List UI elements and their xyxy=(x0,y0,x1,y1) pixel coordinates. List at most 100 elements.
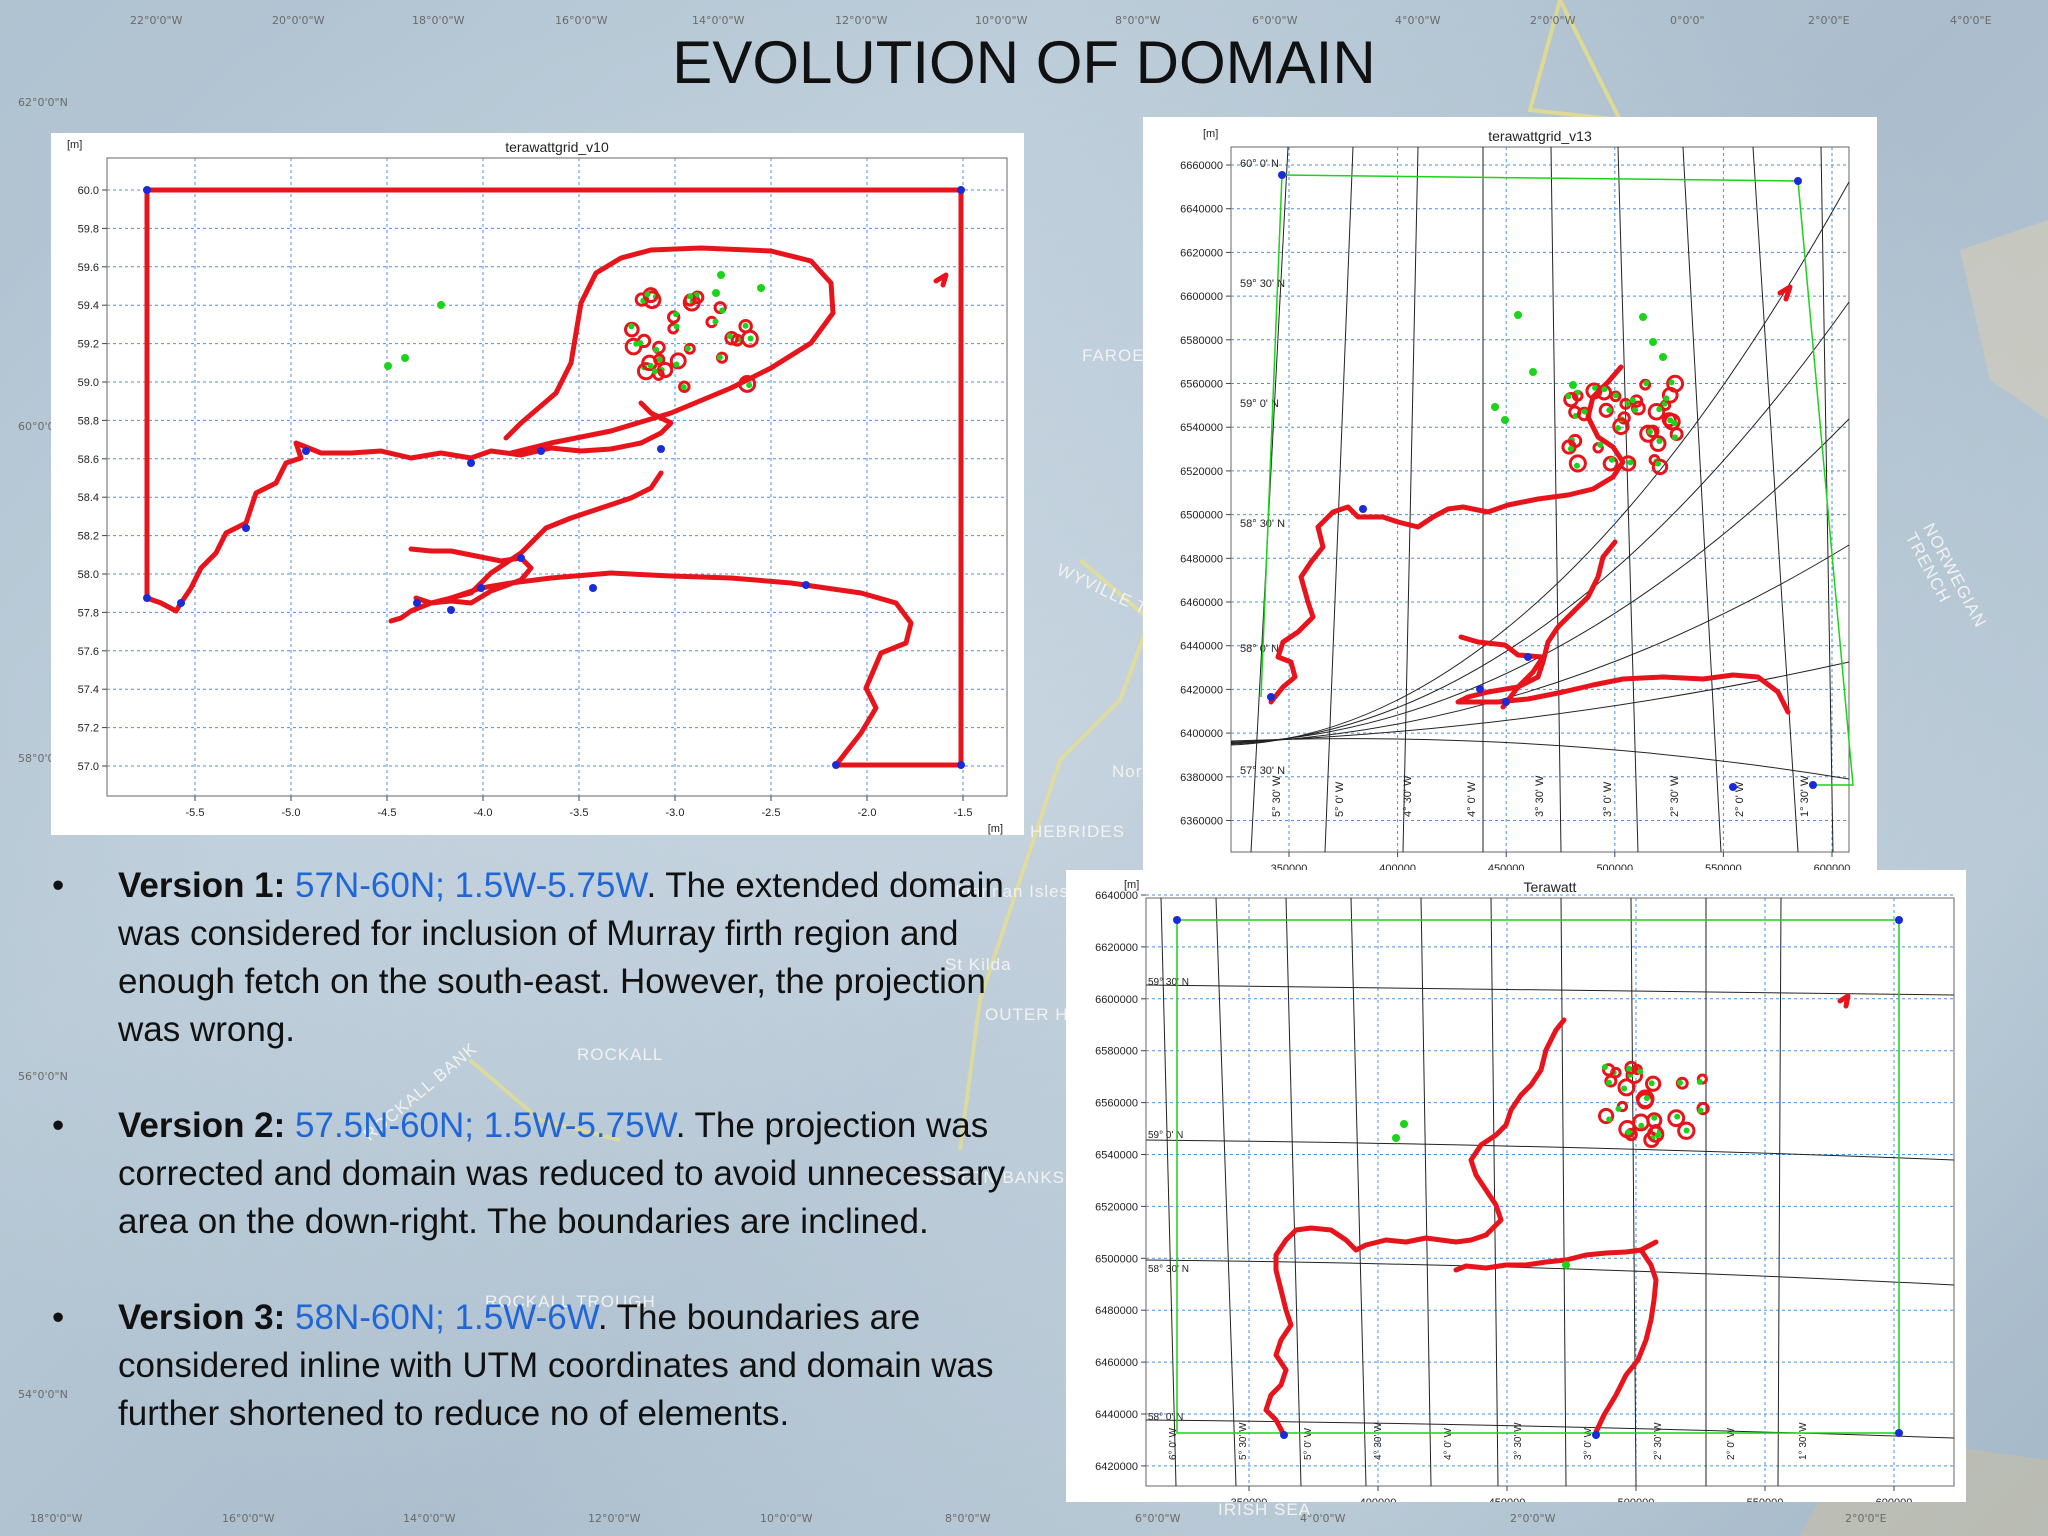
y-tick-label: 6500000 xyxy=(1180,510,1223,522)
island-node xyxy=(1656,406,1663,413)
bg-lon-label: 18°0'0"W xyxy=(30,1512,83,1525)
island-boundary xyxy=(1639,378,1652,391)
fair-isle xyxy=(1777,284,1793,302)
bg-lon-label: 16°0'0"W xyxy=(222,1512,275,1525)
island-node xyxy=(1632,406,1639,413)
lon-line xyxy=(1402,146,1419,853)
island-boundary xyxy=(652,368,665,381)
lat-label: 59° 30' N xyxy=(1148,977,1189,988)
y-tick-label: 6440000 xyxy=(1180,641,1223,653)
lon-line xyxy=(1420,897,1432,1487)
y-unit-label: [m] xyxy=(1124,879,1139,891)
lat-line xyxy=(1230,544,1850,744)
island-node xyxy=(1615,1105,1622,1112)
plot-title: Terawatt xyxy=(1524,879,1577,895)
boundary-node xyxy=(143,186,151,194)
y-tick-label: 6580000 xyxy=(1180,335,1223,347)
bullet-text: . The projection was corrected and domai… xyxy=(118,1106,1006,1241)
bg-lon-label: 4°0'0"W xyxy=(1300,1512,1346,1525)
bullet-text: . The boundaries are considered inline w… xyxy=(118,1298,994,1433)
island-boundary xyxy=(669,352,687,370)
lon-label: 3° 30' W xyxy=(1513,1422,1524,1460)
island-node xyxy=(1651,1114,1658,1121)
lat-label: 59° 0' N xyxy=(1148,1130,1183,1141)
island-boundary xyxy=(1568,454,1587,473)
boundary-node xyxy=(517,554,525,562)
y-tick-label: 6560000 xyxy=(1180,379,1223,391)
bg-lon-label: 12°0'0"W xyxy=(835,14,888,27)
lon-line xyxy=(1752,146,1799,853)
island-node xyxy=(1606,1116,1613,1123)
bullet-symbol: • xyxy=(52,1298,65,1337)
lat-line xyxy=(1230,301,1850,745)
lon-line xyxy=(1350,897,1367,1487)
island-boundary xyxy=(1667,1109,1686,1128)
bg-feature-label: IRISH SEA xyxy=(1218,1500,1312,1519)
boundary-node xyxy=(832,761,840,769)
lon-line xyxy=(1630,897,1637,1487)
y-tick-label: 6540000 xyxy=(1095,1150,1138,1162)
island-node xyxy=(747,335,754,342)
island-boundary xyxy=(1646,1112,1663,1129)
island-node xyxy=(712,318,719,325)
island-boundary xyxy=(642,287,659,304)
island-node xyxy=(687,293,694,300)
plot-terawatt: Terawatt[m][m]66400006620000660000065800… xyxy=(1066,870,1966,1502)
bullet-text: . The extended domain was considered for… xyxy=(118,866,1004,1049)
y-tick-label: 58.4 xyxy=(78,492,99,504)
plot-title: terawattgrid_v13 xyxy=(1488,128,1592,144)
island-boundary xyxy=(1696,1101,1710,1116)
boundary-node xyxy=(302,447,310,455)
lon-label: 2° 30' W xyxy=(1669,775,1681,817)
lon-label: 3° 0' W xyxy=(1602,781,1614,817)
island-node xyxy=(1629,397,1636,404)
bg-lon-label: 20°0'0"W xyxy=(272,14,325,27)
y-tick-label: 6380000 xyxy=(1180,772,1223,784)
y-tick-label: 6460000 xyxy=(1095,1357,1138,1369)
island-node xyxy=(1562,1261,1570,1269)
island-node xyxy=(1697,1107,1704,1114)
island-node xyxy=(1683,1127,1690,1134)
boundary-node xyxy=(1794,177,1802,185)
bg-lon-label: 10°0'0"W xyxy=(760,1512,813,1525)
island-boundary xyxy=(652,340,666,355)
lon-label: 1° 30' W xyxy=(1799,775,1811,817)
boundary-node xyxy=(1592,1431,1600,1439)
lon-line xyxy=(1682,146,1722,853)
boundary-node xyxy=(1895,916,1903,924)
boundary-node xyxy=(1524,653,1532,661)
bg-lon-label: 14°0'0"W xyxy=(692,14,745,27)
west-boundary xyxy=(144,187,184,614)
lon-label: 2° 0' W xyxy=(1734,781,1746,817)
y-tick-label: 6620000 xyxy=(1180,247,1223,259)
bg-lon-label: 2°0'0"W xyxy=(1510,1512,1556,1525)
coast-line xyxy=(1263,1225,1489,1438)
bullet-version-1: • Version 1: 57N-60N; 1.5W-5.75W. The ex… xyxy=(48,862,1028,1054)
outer-boundary xyxy=(144,187,964,768)
lat-label: 58° 0' N xyxy=(1240,643,1279,655)
y-tick-label: 6640000 xyxy=(1180,204,1223,216)
y-tick-label: 6480000 xyxy=(1180,553,1223,565)
boundary-node xyxy=(1809,781,1817,789)
y-tick-label: 59.4 xyxy=(78,300,99,312)
y-tick-label: 6580000 xyxy=(1095,1046,1138,1058)
island-boundary xyxy=(1612,417,1630,436)
boundary-node xyxy=(1729,783,1737,791)
lon-label: 3° 0' W xyxy=(1583,1427,1594,1460)
moray-coast xyxy=(1593,1247,1659,1435)
domain-boundary xyxy=(1281,174,1854,786)
island-node xyxy=(1573,462,1580,469)
boundary-node xyxy=(802,581,810,589)
inner-firth xyxy=(408,546,534,606)
island-node xyxy=(1638,1122,1645,1129)
x-tick-label: 400000 xyxy=(1379,863,1416,870)
lon-line xyxy=(1617,146,1639,853)
x-tick-label: 450000 xyxy=(1488,863,1525,870)
island-node xyxy=(1674,1113,1681,1120)
lat-label: 58° 0' N xyxy=(1148,1412,1183,1423)
bg-feature-label: St Kilda xyxy=(945,955,1012,974)
plot-v10-canvas: terawattgrid_v10 [m] [m] 60.0 59.8 59.6 59.4 59… xyxy=(67,139,1008,835)
island-node xyxy=(1663,395,1670,402)
island-boundary xyxy=(1624,1060,1639,1075)
island-boundary xyxy=(1596,384,1613,401)
